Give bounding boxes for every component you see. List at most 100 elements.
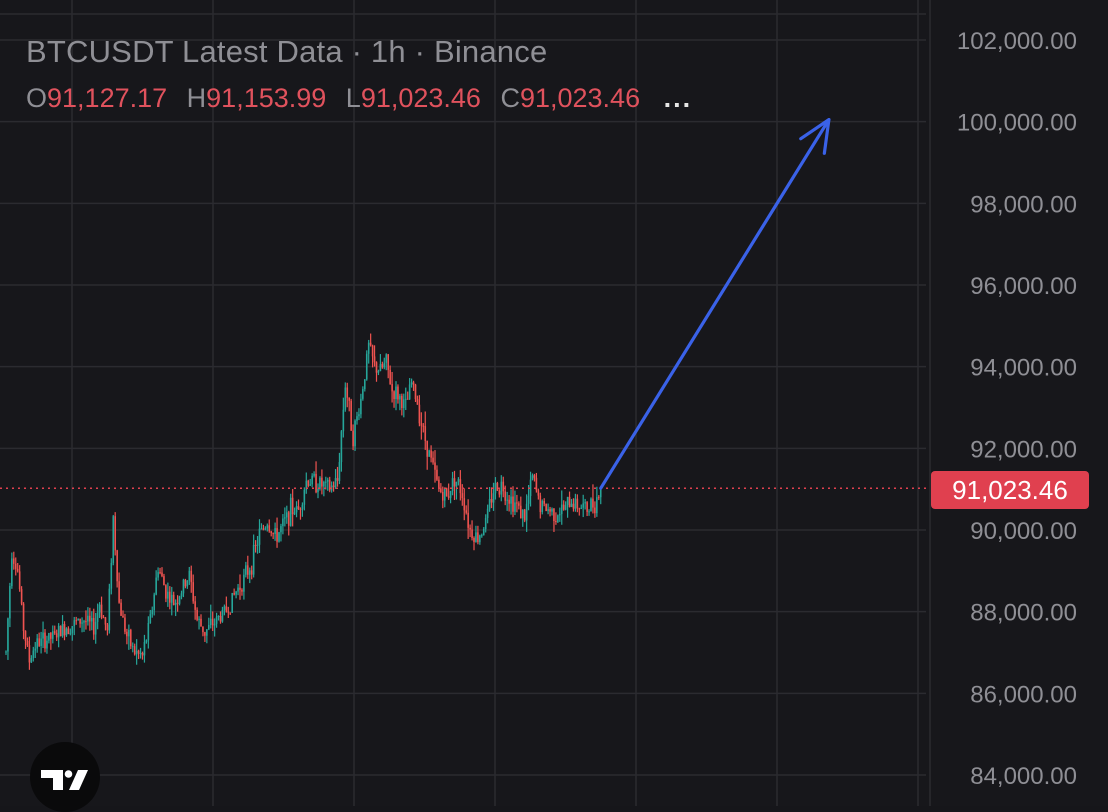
candle-body[interactable]	[560, 504, 563, 515]
candle-body[interactable]	[30, 658, 33, 663]
tradingview-logo-icon[interactable]	[30, 742, 100, 812]
candle-body[interactable]	[338, 462, 341, 481]
candle-body[interactable]	[208, 624, 210, 630]
candle-body[interactable]	[459, 479, 462, 494]
candle-body[interactable]	[535, 477, 538, 491]
candle-body[interactable]	[52, 631, 54, 639]
candle-body[interactable]	[391, 384, 393, 392]
candle-body[interactable]	[432, 457, 434, 463]
candle-body[interactable]	[356, 416, 358, 421]
candle-body[interactable]	[227, 611, 230, 613]
candle-body[interactable]	[531, 475, 534, 480]
candle-body[interactable]	[377, 371, 380, 373]
candle-body[interactable]	[451, 478, 454, 491]
candle-body[interactable]	[289, 497, 292, 526]
candle-body[interactable]	[332, 485, 335, 488]
candle-body[interactable]	[135, 650, 138, 655]
candle-body[interactable]	[128, 629, 130, 637]
candle-body[interactable]	[387, 354, 389, 370]
candle-body[interactable]	[266, 525, 269, 529]
candle-body[interactable]	[24, 630, 27, 641]
candle-body[interactable]	[176, 602, 179, 604]
candle-body[interactable]	[475, 532, 477, 542]
candle-body[interactable]	[562, 504, 565, 510]
candle-body[interactable]	[319, 477, 321, 489]
candle-body[interactable]	[287, 512, 290, 526]
candle-body[interactable]	[112, 516, 115, 563]
candle-body[interactable]	[566, 496, 569, 506]
candle-body[interactable]	[389, 369, 391, 385]
candle-body[interactable]	[194, 601, 196, 610]
candle-body[interactable]	[106, 624, 109, 631]
candle-body[interactable]	[79, 618, 81, 624]
candle-body[interactable]	[440, 488, 442, 493]
candle-body[interactable]	[574, 498, 577, 509]
candle-body[interactable]	[488, 498, 491, 509]
candle-body[interactable]	[328, 479, 331, 491]
candle-body[interactable]	[286, 512, 288, 518]
candle-body[interactable]	[461, 493, 464, 499]
candle-body[interactable]	[293, 512, 296, 515]
candle-body[interactable]	[131, 646, 134, 648]
candle-body[interactable]	[383, 362, 386, 368]
candle-body[interactable]	[268, 525, 271, 532]
candle-body[interactable]	[307, 480, 310, 486]
candle-body[interactable]	[559, 514, 561, 516]
candle-body[interactable]	[40, 638, 42, 646]
candle-body[interactable]	[67, 628, 70, 635]
candle-body[interactable]	[184, 579, 187, 587]
candle-body[interactable]	[206, 629, 208, 636]
candle-body[interactable]	[344, 387, 347, 410]
candle-body[interactable]	[494, 482, 497, 494]
candle-body[interactable]	[209, 618, 212, 625]
candle-body[interactable]	[406, 398, 409, 400]
candle-body[interactable]	[61, 624, 64, 637]
candle-body[interactable]	[172, 594, 175, 606]
candle-body[interactable]	[110, 562, 113, 589]
candle-body[interactable]	[510, 496, 512, 504]
candle-body[interactable]	[147, 622, 150, 641]
candle-body[interactable]	[467, 512, 469, 528]
candle-body[interactable]	[34, 648, 37, 651]
candle-body[interactable]	[81, 622, 83, 624]
candle-body[interactable]	[211, 618, 214, 626]
candle-body[interactable]	[412, 382, 415, 385]
candle-body[interactable]	[124, 617, 126, 632]
candle-body[interactable]	[340, 431, 343, 463]
candle-body[interactable]	[325, 481, 327, 483]
candle-body[interactable]	[596, 497, 598, 514]
candle-body[interactable]	[381, 364, 384, 368]
candle-body[interactable]	[486, 508, 489, 518]
candle-body[interactable]	[321, 477, 323, 487]
candle-body[interactable]	[85, 621, 87, 623]
candle-body[interactable]	[547, 509, 549, 512]
candle-body[interactable]	[151, 610, 154, 615]
candle-body[interactable]	[198, 618, 200, 620]
candle-body[interactable]	[447, 496, 450, 498]
candle-body[interactable]	[278, 532, 280, 542]
candle-body[interactable]	[282, 518, 284, 527]
candle-body[interactable]	[217, 616, 220, 618]
candle-body[interactable]	[250, 570, 253, 575]
candle-body[interactable]	[174, 602, 177, 606]
candle-body[interactable]	[126, 631, 128, 637]
candle-body[interactable]	[13, 558, 15, 564]
candle-body[interactable]	[100, 604, 103, 618]
candle-body[interactable]	[200, 618, 202, 627]
candle-body[interactable]	[178, 596, 181, 604]
candle-body[interactable]	[430, 450, 432, 458]
candle-body[interactable]	[403, 399, 405, 409]
candle-body[interactable]	[315, 473, 317, 493]
candle-body[interactable]	[165, 585, 167, 599]
candle-body[interactable]	[586, 502, 588, 512]
candle-body[interactable]	[20, 589, 23, 604]
candle-body[interactable]	[170, 594, 173, 603]
candle-body[interactable]	[28, 645, 31, 663]
candle-body[interactable]	[48, 632, 50, 641]
candle-body[interactable]	[297, 506, 300, 510]
candle-body[interactable]	[14, 563, 17, 569]
candle-body[interactable]	[233, 593, 235, 595]
candle-body[interactable]	[395, 386, 397, 400]
